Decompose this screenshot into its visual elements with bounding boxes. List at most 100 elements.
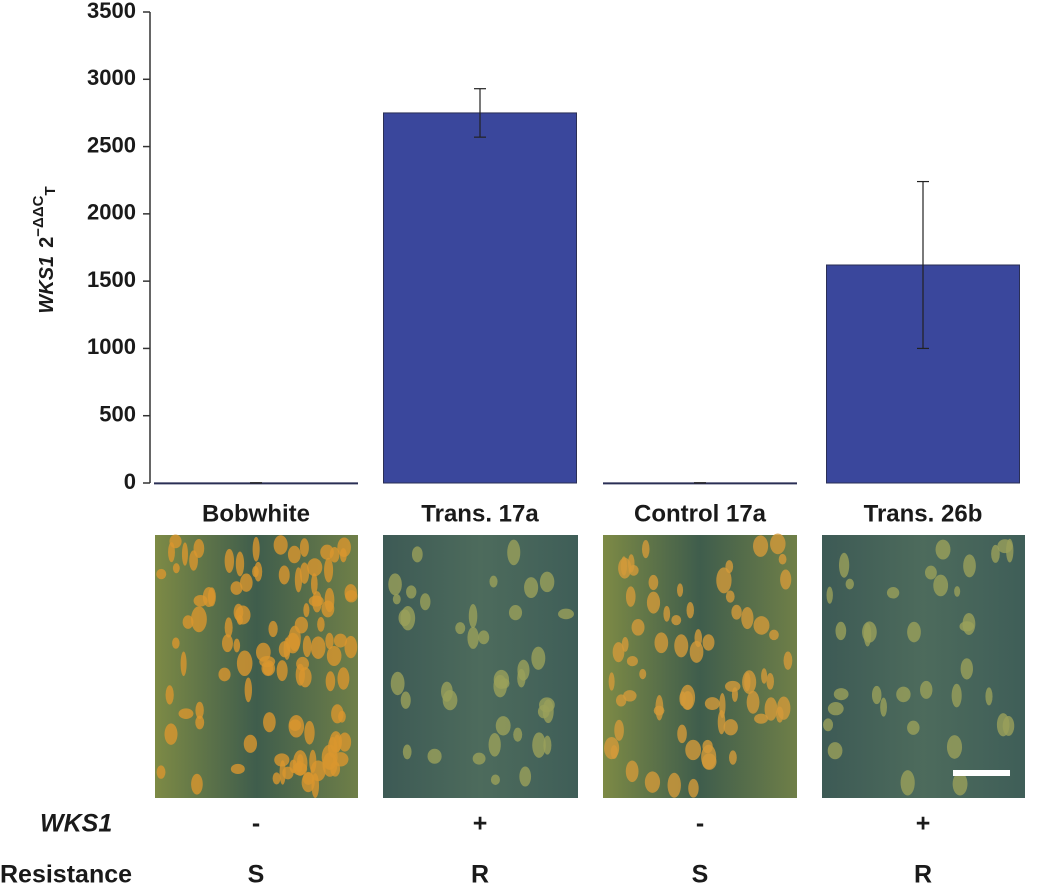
leaf-spot: [766, 672, 774, 690]
x-tick-label: Control 17a: [634, 500, 767, 527]
leaf-spot: [308, 595, 324, 607]
y-axis-label: WKS1 2−ΔΔCT: [30, 186, 59, 313]
leaf-spot: [519, 766, 532, 787]
leaf-spot: [862, 621, 877, 643]
leaf-spot: [406, 585, 417, 599]
leaf-spot: [962, 612, 976, 635]
leaf-photo: [822, 535, 1025, 798]
row-value: R: [471, 861, 489, 889]
leaf-spot: [731, 604, 742, 620]
leaf-spot: [325, 632, 334, 650]
leaf-spot: [907, 621, 921, 643]
leaf-spot: [244, 677, 252, 703]
leaf-spot: [164, 723, 178, 745]
leaf-spot: [287, 545, 301, 564]
leaf-spot: [777, 696, 791, 720]
leaf-spot: [900, 770, 915, 796]
leaf-spot: [896, 686, 911, 703]
leaf-spot: [156, 765, 166, 779]
leaf-spot: [400, 691, 411, 709]
leaf-spot: [337, 667, 350, 690]
leaf-spot: [221, 634, 233, 653]
leaf-spot: [644, 771, 661, 793]
leaf-spot: [182, 615, 194, 629]
leaf-spot: [663, 605, 671, 622]
leaf-spot: [769, 629, 779, 641]
leaf-spot: [398, 609, 411, 627]
leaf-spot: [631, 618, 645, 636]
row-value: -: [252, 810, 260, 838]
y-tick-label: 3000: [87, 65, 136, 90]
leaf-spot: [224, 617, 233, 638]
leaf-spot: [294, 567, 303, 593]
leaf-spot: [532, 732, 546, 758]
leaf-spot: [543, 735, 552, 755]
y-tick-label: 500: [99, 402, 136, 427]
leaf-spot: [274, 753, 290, 767]
leaf-spot: [716, 567, 732, 594]
leaf-spot: [310, 636, 326, 659]
leaf-spot: [402, 744, 412, 760]
leaf-spot: [191, 773, 203, 795]
leaf-spot: [325, 671, 336, 692]
leaf-spot: [702, 634, 715, 651]
leaf-spot: [513, 727, 523, 742]
row-value: R: [914, 861, 932, 889]
leaf-spot: [753, 616, 770, 635]
leaf-spot: [478, 630, 490, 645]
leaf-spot: [823, 718, 834, 732]
leaf-spot: [746, 690, 760, 714]
leaf-spot: [952, 772, 968, 796]
leaf-spot: [835, 621, 847, 641]
leaf-spot: [427, 748, 442, 764]
leaf-spot: [725, 590, 735, 603]
leaf-spot: [838, 552, 850, 578]
leaf-spot: [880, 697, 887, 717]
leaf-spot: [827, 702, 844, 716]
leaf-spot: [725, 680, 741, 692]
leaf-spot: [725, 560, 734, 574]
leaf-spot: [233, 638, 241, 653]
leaf-spot: [230, 763, 245, 775]
leaf-spot: [674, 634, 689, 658]
leaf-spot: [833, 688, 849, 701]
row-value: S: [248, 861, 265, 889]
leaf-spot: [255, 642, 271, 662]
row-value: +: [473, 810, 488, 838]
leaf-spot: [963, 554, 976, 578]
leaf-spot: [761, 668, 768, 684]
leaf-spot: [778, 553, 787, 565]
leaf-spot: [489, 575, 498, 588]
leaf-spot: [195, 701, 204, 720]
leaf-spot: [991, 544, 1000, 563]
leaf-spot: [278, 565, 290, 585]
leaf-spot: [508, 605, 523, 621]
leaf-spot: [615, 694, 627, 707]
leaf-spot: [302, 635, 312, 658]
leaf-photos: [155, 533, 1025, 798]
leaf-spot: [641, 540, 650, 559]
leaf-spot: [442, 689, 458, 711]
leaf-spot: [180, 651, 187, 677]
leaf-spot: [240, 573, 253, 592]
leaf-spot: [224, 548, 235, 573]
leaf-spot: [780, 569, 792, 590]
leaf-spot: [191, 606, 207, 633]
leaf-spot: [686, 601, 694, 619]
leaf-spot: [655, 694, 664, 721]
x-tick-label: Trans. 17a: [421, 500, 539, 527]
leaf-spot: [620, 556, 628, 576]
leaf-spot: [646, 591, 661, 614]
leaf-spot: [230, 581, 243, 595]
leaf-spot: [327, 736, 338, 758]
leaf-spot: [826, 586, 833, 604]
leaf-spot: [935, 539, 951, 560]
leaf-spot: [202, 586, 216, 608]
leaf-spot: [741, 607, 754, 630]
leaf-spot: [671, 615, 682, 626]
leaf-spot: [172, 637, 180, 649]
leaf-spot: [688, 778, 699, 798]
y-label-base: 2: [36, 237, 58, 248]
leaf-spot: [608, 672, 615, 691]
leaf-spot: [420, 593, 431, 611]
